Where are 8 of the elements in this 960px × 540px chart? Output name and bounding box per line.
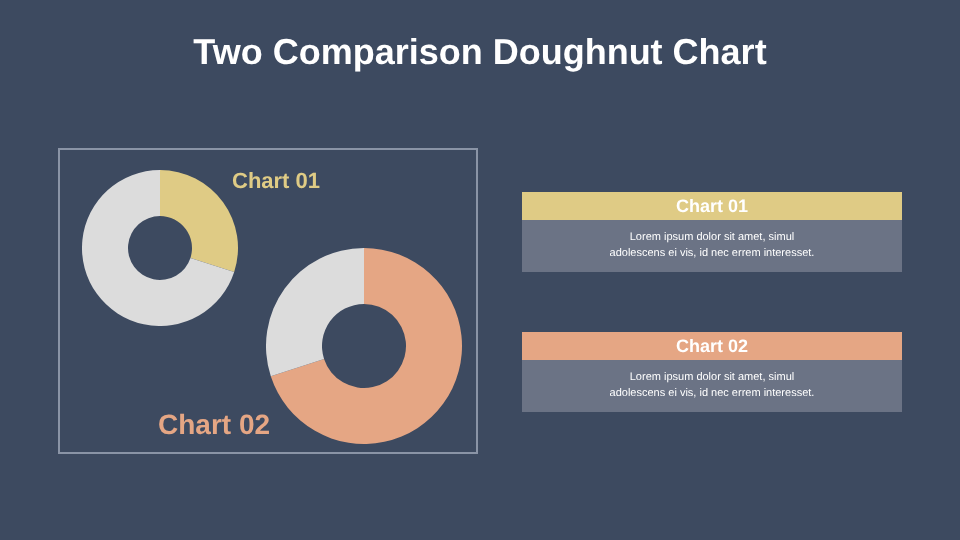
text: Chart 02 — [522, 332, 902, 360]
donut-slice — [266, 248, 364, 377]
donut-slice — [270, 248, 462, 444]
text: Chart 02 — [158, 408, 271, 440]
text: Two Comparison Doughnut Chart — [191, 32, 769, 74]
text: Chart 01 — [522, 192, 902, 220]
donut-slice — [82, 170, 235, 326]
chart-title: Chart 01 — [232, 170, 321, 194]
